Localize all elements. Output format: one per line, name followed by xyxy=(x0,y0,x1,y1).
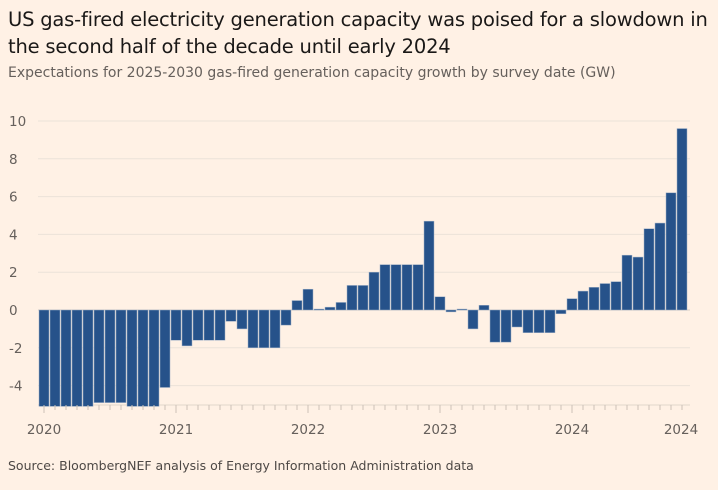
bar-2020-11 xyxy=(148,309,160,407)
y-tick-label: 2 xyxy=(9,265,18,281)
bar-2021-05 xyxy=(214,309,226,341)
chart-title: US gas-fired electricity generation capa… xyxy=(8,8,708,58)
bar-2020-02 xyxy=(49,309,61,407)
bar-2024-07 xyxy=(632,256,644,311)
y-tick-label: 6 xyxy=(9,190,18,206)
bar-2024-11 xyxy=(676,128,688,311)
bar-2022-08 xyxy=(379,264,391,311)
bar-2024-03 xyxy=(588,287,600,311)
bar-2021-09 xyxy=(258,309,270,349)
bar-2024-05 xyxy=(610,281,622,311)
bar-2020-06 xyxy=(93,309,105,403)
bar-2023-03 xyxy=(456,308,468,311)
bar-2022-02 xyxy=(313,308,325,311)
bar-2024-06 xyxy=(621,254,633,311)
bar-2022-10 xyxy=(401,264,413,311)
bar-2023-06 xyxy=(489,309,501,343)
bar-2020-05 xyxy=(82,309,94,407)
bar-2020-04 xyxy=(71,309,83,407)
bar-2022-03 xyxy=(324,306,336,311)
bar-2024-08 xyxy=(643,228,655,311)
bar-2023-05 xyxy=(478,305,490,311)
bar-2021-03 xyxy=(192,309,204,341)
bar-2023-11 xyxy=(544,309,556,333)
bar-2024-09 xyxy=(654,222,666,311)
bar-2023-01 xyxy=(434,296,446,311)
x-tick-label: 2021 xyxy=(159,422,193,438)
bar-2021-08 xyxy=(247,309,259,349)
bar-2022-01 xyxy=(302,288,314,311)
x-tick-label: 2024 xyxy=(555,422,589,438)
bar-2020-01 xyxy=(38,309,50,407)
bar-2021-12 xyxy=(291,300,303,311)
y-tick-label: 4 xyxy=(9,227,18,243)
bar-2023-10 xyxy=(533,309,545,333)
bar-2020-09 xyxy=(126,309,138,407)
bar-2022-07 xyxy=(368,271,380,311)
x-tick-label: 2022 xyxy=(291,422,325,438)
y-tick-label: 10 xyxy=(9,114,26,130)
bar-2022-09 xyxy=(390,264,402,311)
bar-2022-11 xyxy=(412,264,424,311)
bar-2020-08 xyxy=(115,309,127,403)
bar-2020-07 xyxy=(104,309,116,403)
y-tick-label: -4 xyxy=(9,379,22,395)
bar-2023-08 xyxy=(511,309,523,328)
bar-2021-01 xyxy=(170,309,182,341)
chart-subtitle: Expectations for 2025-2030 gas-fired gen… xyxy=(8,65,616,81)
source-note: Source: BloombergNEF analysis of Energy … xyxy=(8,458,474,473)
bar-2023-09 xyxy=(522,309,534,333)
bar-2020-10 xyxy=(137,309,149,407)
bar-2024-10 xyxy=(665,192,677,311)
x-tick-label: 2023 xyxy=(423,422,457,438)
bar-2023-12 xyxy=(555,309,567,315)
bar-2024-02 xyxy=(577,290,589,311)
x-tick-label: 2024 xyxy=(664,422,698,438)
y-tick-label: 0 xyxy=(9,303,18,319)
y-tick-label: -2 xyxy=(9,341,22,357)
bar-2022-06 xyxy=(357,285,369,311)
bar-2021-04 xyxy=(203,309,215,341)
bar-2022-12 xyxy=(423,220,435,311)
bar-2023-02 xyxy=(445,309,457,313)
x-tick-label: 2020 xyxy=(27,422,61,438)
bar-2023-04 xyxy=(467,309,479,330)
bar-2021-06 xyxy=(225,309,237,322)
bar-2021-11 xyxy=(280,309,292,326)
bar-2024-04 xyxy=(599,283,611,311)
bar-2021-07 xyxy=(236,309,248,330)
bar-2022-04 xyxy=(335,302,347,311)
bar-2023-07 xyxy=(500,309,512,343)
bar-2024-01 xyxy=(566,298,578,311)
bar-2021-10 xyxy=(269,309,281,349)
bar-2020-03 xyxy=(60,309,72,407)
bar-2020-12 xyxy=(159,309,171,388)
y-tick-label: 8 xyxy=(9,152,18,168)
bar-2021-02 xyxy=(181,309,193,347)
bar-2022-05 xyxy=(346,285,358,311)
